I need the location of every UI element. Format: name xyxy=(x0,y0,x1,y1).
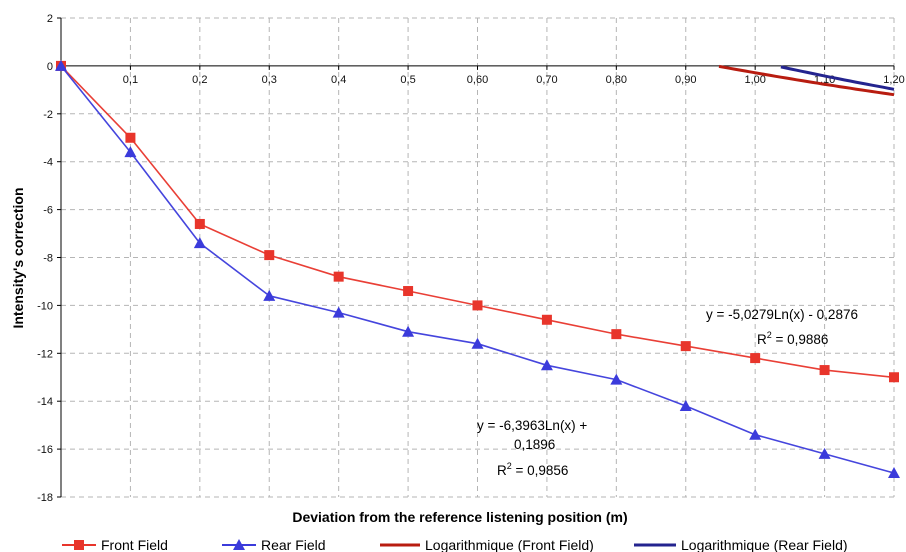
legend-item-front-field: Front Field xyxy=(62,537,168,552)
data-point-front-field xyxy=(750,353,760,363)
x-tick-label: 0,90 xyxy=(675,74,696,86)
y-tick-label: -12 xyxy=(37,348,53,360)
y-tick-label: -4 xyxy=(43,157,53,169)
legend-label-front-field: Front Field xyxy=(101,537,168,552)
legend-item-log-front: Logarithmique (Front Field) xyxy=(380,537,594,552)
y-tick-label: -16 xyxy=(37,444,53,456)
data-point-rear-field xyxy=(680,400,692,411)
tick-labels: 2 0 -2 -4 -6 -8 -10 -12 -14 -16 -18 0,1 0,2 0,3 0,4 0,5… xyxy=(37,13,905,504)
r2-rear-value: = 0,9856 xyxy=(512,463,569,478)
y-tick-label: -10 xyxy=(37,300,53,312)
y-tick-label: -6 xyxy=(43,205,53,217)
x-tick-label: 0,60 xyxy=(467,74,488,86)
legend-label-log-front: Logarithmique (Front Field) xyxy=(425,537,594,552)
r2-front: R2 = 0,9886 xyxy=(757,330,828,347)
data-point-front-field xyxy=(195,219,205,229)
x-tick-label: 0,3 xyxy=(262,74,277,86)
data-point-front-field xyxy=(473,300,483,310)
data-point-front-field xyxy=(542,315,552,325)
y-tick-label: 0 xyxy=(47,61,53,73)
r2-front-value: = 0,9886 xyxy=(772,332,829,347)
x-tick-label: 1,20 xyxy=(883,74,904,86)
legend-label-log-rear: Logarithmique (Rear Field) xyxy=(681,537,848,552)
data-point-front-field xyxy=(820,365,830,375)
trendline-equation-rear: y = -6,3963Ln(x) + 0,1896 R2 = 0,9856 xyxy=(477,418,587,478)
y-tick-label: -14 xyxy=(37,396,53,408)
data-point-front-field xyxy=(681,341,691,351)
data-point-front-field xyxy=(125,133,135,143)
x-tick-label: 0,5 xyxy=(400,74,415,86)
y-tick-label: 2 xyxy=(47,13,53,25)
equation-front: y = -5,0279Ln(x) - 0,2876 xyxy=(706,307,858,322)
x-tick-label: 0,2 xyxy=(192,74,207,86)
data-point-front-field xyxy=(889,372,899,382)
trendline-equation-front: y = -5,0279Ln(x) - 0,2876 R2 = 0,9886 xyxy=(706,307,858,347)
y-tick-label: -2 xyxy=(43,109,53,121)
legend-label-rear-field: Rear Field xyxy=(261,537,326,552)
y-axis-label: Intensity's correction xyxy=(10,187,26,328)
equation-rear-line1: y = -6,3963Ln(x) + xyxy=(477,418,587,433)
legend-marker-square xyxy=(74,540,84,550)
y-tick-label: -18 xyxy=(37,492,53,504)
x-axis-label: Deviation from the reference listening p… xyxy=(292,509,627,525)
data-point-front-field xyxy=(403,286,413,296)
data-point-rear-field xyxy=(749,429,761,440)
r2-front-label: R xyxy=(757,332,767,347)
data-point-front-field xyxy=(611,329,621,339)
data-point-front-field xyxy=(334,272,344,282)
data-point-front-field xyxy=(264,250,274,260)
x-tick-label: 0,1 xyxy=(123,74,138,86)
x-tick-label: 0,4 xyxy=(331,74,346,86)
data-point-rear-field xyxy=(263,290,275,301)
x-tick-label: 0,70 xyxy=(536,74,557,86)
equation-rear-line2: 0,1896 xyxy=(514,437,555,452)
y-tick-label: -8 xyxy=(43,253,53,265)
legend-item-log-rear: Logarithmique (Rear Field) xyxy=(634,537,848,552)
r2-rear: R2 = 0,9856 xyxy=(497,461,568,478)
x-tick-label: 0,80 xyxy=(606,74,627,86)
legend-item-rear-field: Rear Field xyxy=(222,537,326,552)
r2-rear-label: R xyxy=(497,463,507,478)
legend: Front Field Rear Field Logarithmique (Fr… xyxy=(62,537,848,552)
x-tick-label: 1,00 xyxy=(744,74,765,86)
